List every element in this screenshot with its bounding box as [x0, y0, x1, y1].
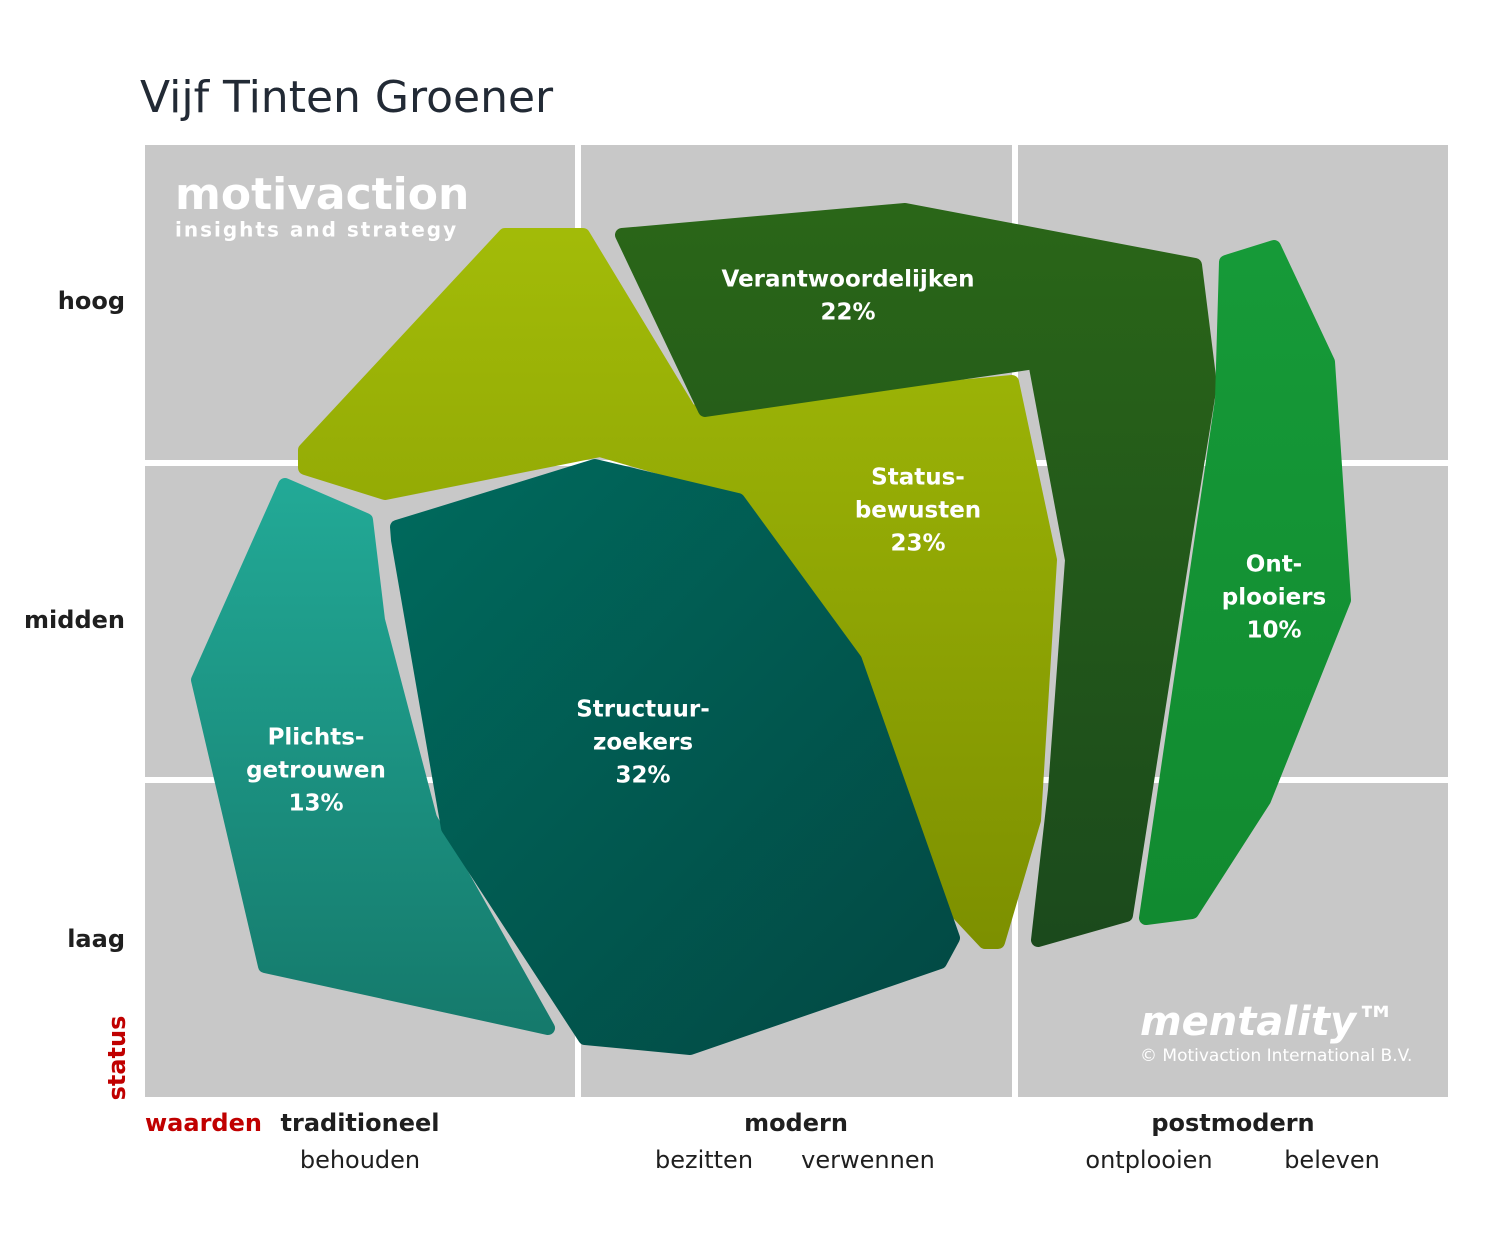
y-level: laag: [67, 925, 125, 953]
x-title: waarden: [145, 1109, 262, 1137]
segment-label: Ont-: [1246, 552, 1302, 578]
brand-copyright: © Motivaction International B.V.: [1140, 1046, 1412, 1066]
segment-label: zoekers: [593, 730, 693, 756]
segment-share: 10%: [1246, 618, 1301, 644]
logo-tagline: insights and strategy: [175, 218, 458, 242]
segments: [191, 203, 1351, 1055]
x-sub: verwennen: [801, 1146, 935, 1174]
x-sub: beleven: [1284, 1146, 1380, 1174]
segment-share: 32%: [615, 763, 670, 789]
x-sub: ontplooien: [1085, 1146, 1212, 1174]
logo-name: motivaction: [175, 169, 469, 220]
segment-label: Structuur-: [576, 697, 710, 723]
x-sub: bezitten: [655, 1146, 753, 1174]
x-group: postmodern: [1151, 1109, 1314, 1137]
x-group: traditioneel: [281, 1109, 440, 1137]
segment-label: bewusten: [855, 498, 981, 524]
brand-name: mentality™: [1140, 999, 1396, 1045]
segment-label: Status-: [871, 465, 965, 491]
y-level: hoog: [58, 287, 125, 315]
segment-label: plooiers: [1222, 585, 1326, 611]
segment-label: Verantwoordelijken: [722, 267, 975, 293]
segment-share: 23%: [890, 531, 945, 557]
y-level: midden: [24, 606, 125, 634]
x-sub: behouden: [300, 1146, 420, 1174]
title: Vijf Tinten Groener: [140, 72, 554, 123]
segment-share: 22%: [820, 300, 875, 326]
segment-label: Plichts-: [268, 725, 365, 751]
x-group: modern: [744, 1109, 848, 1137]
y-title: status: [103, 1016, 131, 1101]
segment-label: getrouwen: [246, 758, 386, 784]
segment-share: 13%: [288, 791, 343, 817]
